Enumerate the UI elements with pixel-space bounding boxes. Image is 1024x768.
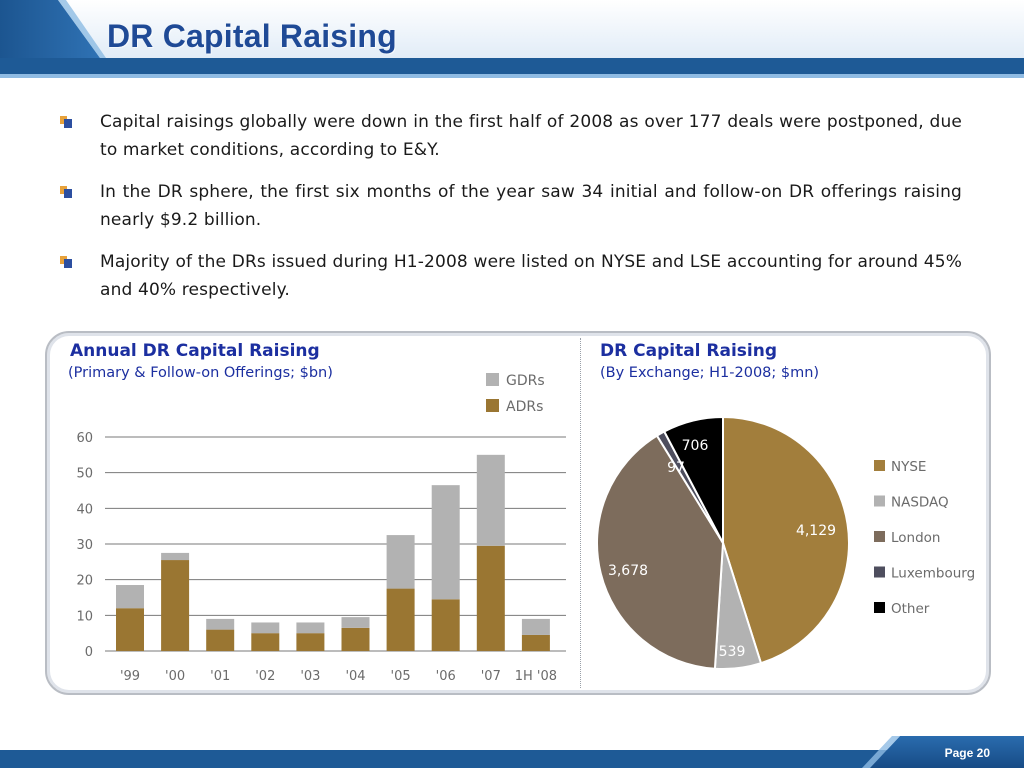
header-bar: DR Capital Raising xyxy=(0,0,1024,78)
bullet-square-icon xyxy=(60,256,72,268)
bullet-square-icon xyxy=(60,116,72,128)
panel-divider xyxy=(580,338,581,688)
pie-chart-title: DR Capital Raising xyxy=(600,341,778,361)
footer-bar xyxy=(0,736,1024,768)
page-number: Page 20 xyxy=(944,746,990,760)
bullet-item: Majority of the DRs issued during H1-200… xyxy=(58,248,962,304)
bullet-item: Capital raisings globally were down in t… xyxy=(58,108,962,164)
bar-chart-subtitle: (Primary & Follow-on Offerings; $bn) xyxy=(68,365,333,381)
bar-chart-title: Annual DR Capital Raising xyxy=(70,341,320,361)
bullet-square-icon xyxy=(60,186,72,198)
chart-panel xyxy=(45,331,991,695)
bullet-text: Majority of the DRs issued during H1-200… xyxy=(100,252,962,300)
bullet-list: Capital raisings globally were down in t… xyxy=(58,108,962,318)
page-title: DR Capital Raising xyxy=(107,18,397,54)
bullet-item: In the DR sphere, the first six months o… xyxy=(58,178,962,234)
bullet-text: In the DR sphere, the first six months o… xyxy=(100,182,962,230)
bullet-text: Capital raisings globally were down in t… xyxy=(100,112,962,160)
header-graphic xyxy=(0,0,1024,78)
pie-chart-subtitle: (By Exchange; H1-2008; $mn) xyxy=(600,365,820,381)
